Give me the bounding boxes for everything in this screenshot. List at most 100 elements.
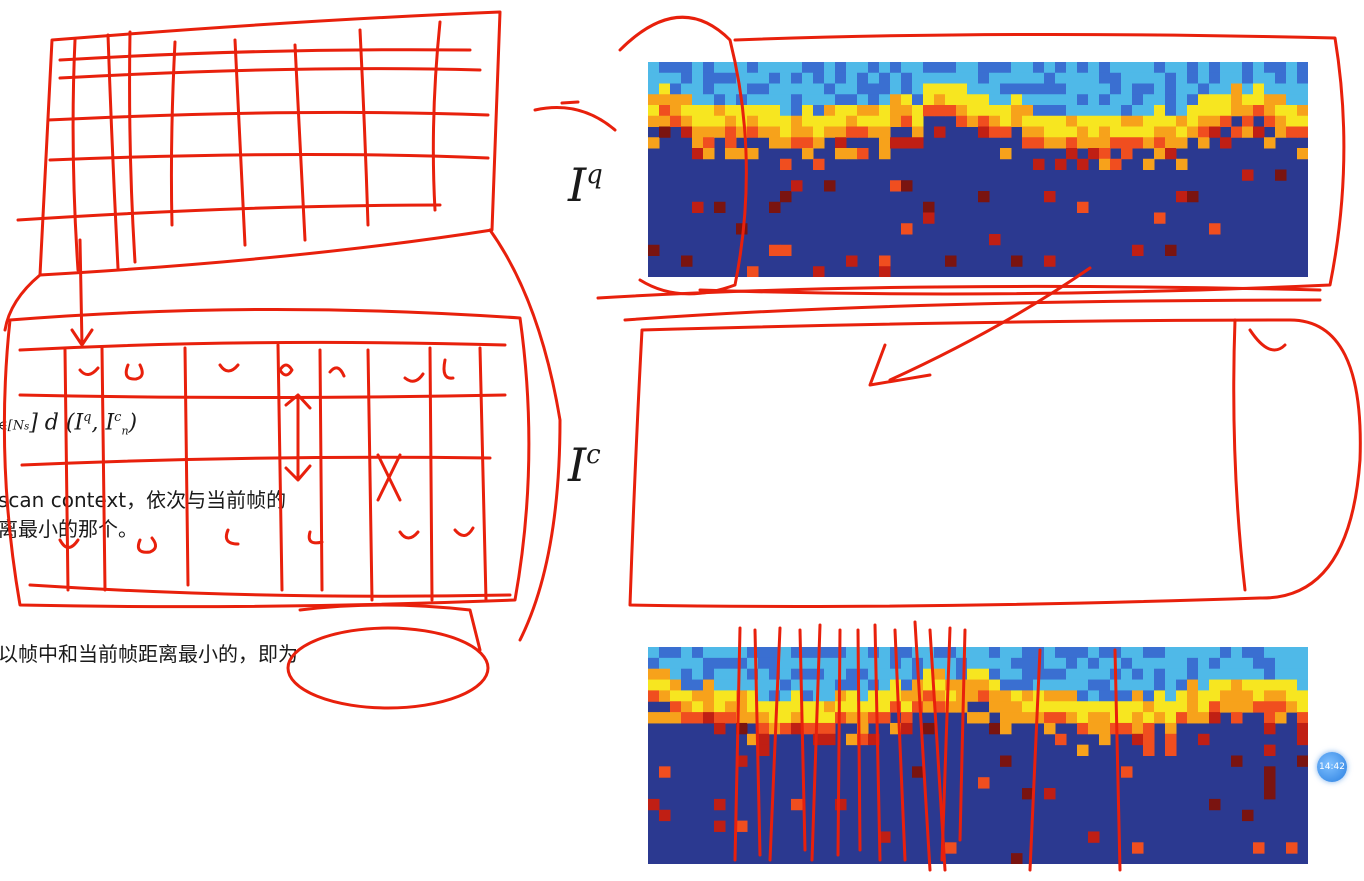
heatmap-cell xyxy=(890,83,902,95)
heatmap-cell xyxy=(1000,722,1012,735)
heatmap-cell xyxy=(1099,701,1111,713)
playback-timestamp-badge[interactable]: 14:42 xyxy=(1317,752,1347,782)
heatmap-cell xyxy=(1121,83,1133,95)
heatmap-cell xyxy=(1143,647,1155,659)
heatmap-cell xyxy=(1000,115,1012,127)
heatmap-cell xyxy=(747,733,759,746)
heatmap-cell xyxy=(1264,777,1276,789)
heatmap-cell xyxy=(989,72,1001,84)
heatmap-cell xyxy=(978,94,990,106)
heatmap-cell xyxy=(1242,679,1254,691)
heatmap-cell xyxy=(1044,701,1056,713)
heatmap-cell xyxy=(1297,690,1308,702)
heatmap-cell xyxy=(901,701,913,713)
heatmap-cell xyxy=(835,126,847,138)
heatmap-cell xyxy=(1088,831,1100,843)
heatmap-cell xyxy=(725,137,737,149)
heatmap-cell xyxy=(714,679,726,691)
heatmap-cell xyxy=(1198,105,1210,117)
heatmap-cell xyxy=(1022,115,1034,127)
heatmap-cell xyxy=(791,690,803,702)
heatmap-cell xyxy=(714,201,726,213)
heatmap-cell xyxy=(791,105,803,117)
heatmap-cell xyxy=(989,126,1001,138)
heatmap-cell xyxy=(1209,115,1221,127)
heatmap-cell xyxy=(1143,94,1155,106)
heatmap-cell xyxy=(725,105,737,117)
heatmap-cell xyxy=(1088,72,1100,84)
heatmap-cell xyxy=(780,668,792,681)
heatmap-cell xyxy=(703,105,715,117)
heatmap-cell xyxy=(1077,701,1089,713)
heatmap-cell xyxy=(1000,701,1012,713)
heatmap-cell xyxy=(758,72,770,84)
heatmap-cell xyxy=(714,83,726,95)
heatmap-cell xyxy=(681,255,693,267)
heatmap-cell xyxy=(1143,62,1155,74)
heatmap-cell xyxy=(1044,255,1056,267)
heatmap-cell xyxy=(934,657,946,670)
heatmap-cell xyxy=(736,126,748,138)
heatmap-cell xyxy=(703,62,715,74)
heatmap-cell xyxy=(989,657,1001,670)
heatmap-cell xyxy=(1286,842,1298,854)
heatmap-cell xyxy=(1176,126,1188,138)
heatmap-cell xyxy=(901,668,913,681)
heatmap-cell xyxy=(1275,126,1287,138)
heatmap-cell xyxy=(1187,72,1199,84)
heatmap-cell xyxy=(967,679,979,691)
heatmap-cell xyxy=(758,83,770,95)
heatmap-cell xyxy=(769,647,781,659)
heatmap-cell xyxy=(769,722,781,735)
heatmap-cell xyxy=(780,94,792,106)
heatmap-cell xyxy=(1066,712,1078,724)
heatmap-cell xyxy=(912,83,924,95)
heatmap-cell xyxy=(1176,137,1188,149)
heatmap-cell xyxy=(780,62,792,74)
heatmap-cell xyxy=(1132,712,1144,724)
heatmap-cell xyxy=(1110,647,1122,659)
heatmap-cell xyxy=(1000,755,1012,767)
heatmap-cell xyxy=(659,766,671,778)
heatmap-cell xyxy=(1297,62,1308,74)
heatmap-cell xyxy=(1077,105,1089,117)
heatmap-cell xyxy=(1022,62,1034,74)
heatmap-cell xyxy=(1275,115,1287,127)
heatmap-cell xyxy=(1121,148,1133,160)
heatmap-cell xyxy=(846,668,858,681)
heatmap-cell xyxy=(769,712,781,724)
heatmap-cell xyxy=(1055,126,1067,138)
heatmap-cell xyxy=(1264,668,1276,681)
heatmap-cell xyxy=(1297,126,1308,138)
heatmap-cell xyxy=(912,126,924,138)
heatmap-cell xyxy=(802,657,814,670)
heatmap-cell xyxy=(1099,115,1111,127)
heatmap-cell xyxy=(846,94,858,106)
heatmap-cell xyxy=(1253,657,1265,670)
heatmap-cell xyxy=(725,126,737,138)
heatmap-cell xyxy=(725,712,737,724)
heatmap-cell xyxy=(1033,62,1045,74)
heatmap-cell xyxy=(780,244,792,256)
heatmap-cell xyxy=(1121,126,1133,138)
heatmap-cell xyxy=(824,657,836,670)
heatmap-cell xyxy=(1253,62,1265,74)
heatmap-cell xyxy=(813,137,825,149)
heatmap-cell xyxy=(1275,83,1287,95)
heatmap-cell xyxy=(1033,701,1045,713)
heatmap-cell xyxy=(1198,647,1210,659)
heatmap-cell xyxy=(780,701,792,713)
heatmap-cell xyxy=(769,668,781,681)
heatmap-cell xyxy=(868,701,880,713)
heatmap-cell xyxy=(791,657,803,670)
heatmap-cell xyxy=(769,679,781,691)
heatmap-cell xyxy=(769,62,781,74)
heatmap-cell xyxy=(1099,94,1111,106)
heatmap-cell xyxy=(967,105,979,117)
heatmap-cell xyxy=(1154,94,1166,106)
heatmap-cell xyxy=(1011,94,1023,106)
heatmap-cell xyxy=(1110,712,1122,724)
heatmap-cell xyxy=(1132,115,1144,127)
heatmap-cell xyxy=(1066,115,1078,127)
heatmap-cell xyxy=(1187,191,1199,203)
